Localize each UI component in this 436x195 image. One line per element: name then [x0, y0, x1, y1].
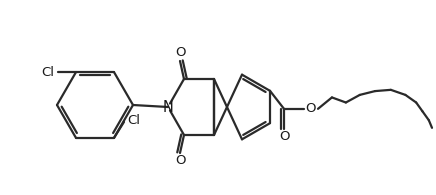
- Text: O: O: [175, 154, 185, 168]
- Text: O: O: [279, 130, 289, 143]
- Text: Cl: Cl: [41, 66, 54, 79]
- Text: O: O: [305, 102, 315, 115]
- Text: N: N: [163, 99, 174, 114]
- Text: O: O: [175, 46, 185, 59]
- Text: Cl: Cl: [127, 114, 140, 127]
